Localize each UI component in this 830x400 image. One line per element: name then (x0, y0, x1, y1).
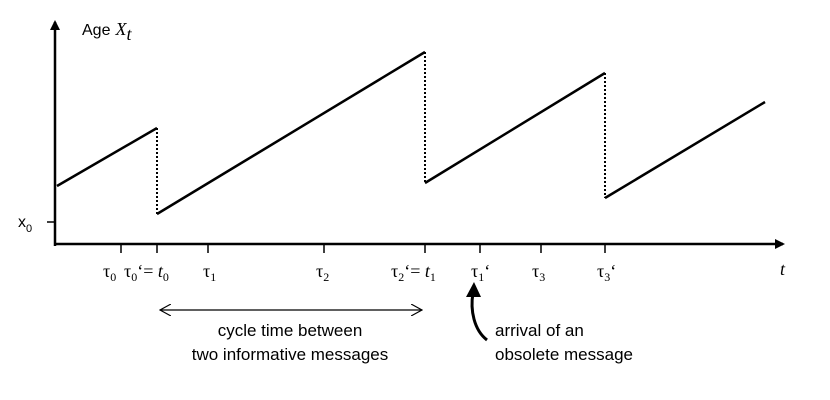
x-ticks (120, 244, 606, 253)
cycle-annotation-line1: cycle time between (218, 321, 363, 340)
obsolete-annotation-line1: arrival of an (495, 321, 584, 340)
y-tick-label: x0 (18, 214, 32, 235)
tick-label-tau2: τ2 (316, 261, 329, 284)
tick-label-tau0p: τ0‘= t0 (124, 261, 169, 284)
obsolete-arrow (470, 292, 488, 342)
age-segment-1 (56, 126, 158, 188)
age-segment-2 (156, 50, 426, 216)
tick-label-tau2p: τ2‘= t1 (391, 261, 436, 284)
tick-label-tau3: τ3 (532, 261, 545, 284)
cycle-annotation-line2: two informative messages (192, 345, 389, 364)
tick-label-tau1: τ1 (203, 261, 216, 284)
obsolete-annotation-line2: obsolete message (495, 345, 633, 364)
age-segment-3 (424, 71, 606, 185)
age-sawtooth (56, 50, 766, 216)
x-axis-label: t (780, 259, 786, 279)
tick-label-tau3p: τ3‘ (597, 261, 616, 284)
obsolete-arrow-head (466, 282, 481, 297)
tick-label-tau0: τ0 (103, 261, 116, 284)
age-segment-4 (604, 100, 766, 200)
tick-label-tau1p: τ1‘ (471, 261, 490, 284)
y-axis-label: Age Xt (82, 19, 132, 44)
